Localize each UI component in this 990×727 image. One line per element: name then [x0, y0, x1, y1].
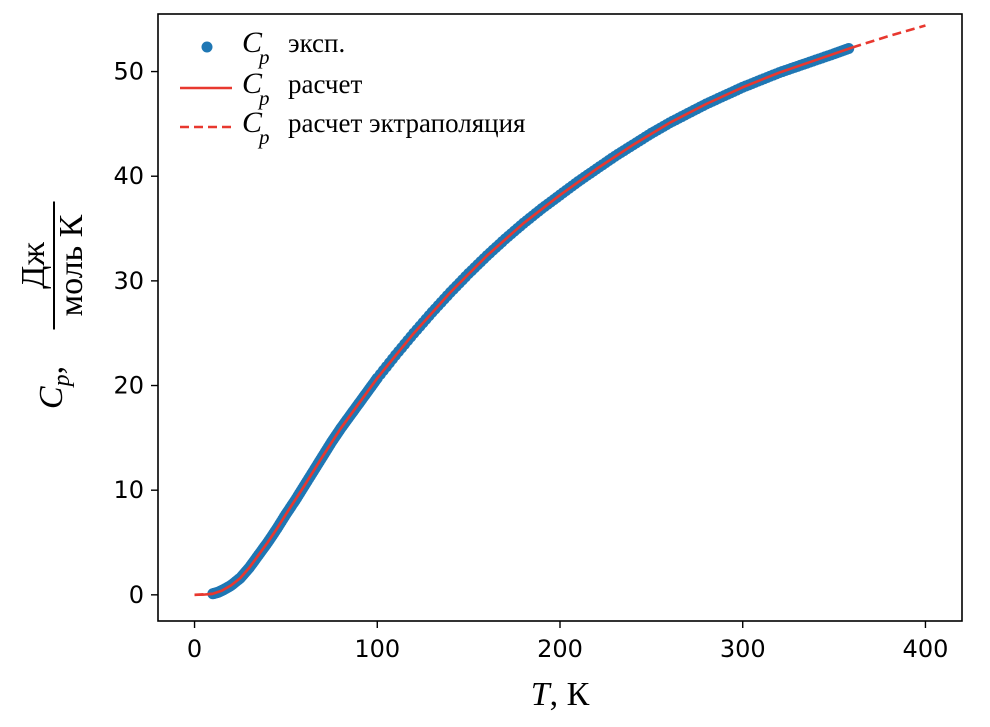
- x-axis-unit: , К: [550, 676, 590, 713]
- legend-label: эксп.: [288, 28, 345, 58]
- y-axis-unit-denominator: моль К: [53, 214, 90, 316]
- legend-label: расчет эктраполяция: [288, 108, 525, 138]
- legend-symbol: C: [242, 26, 263, 59]
- axis-ticks: 0 100 200 300 400 0 10 20 30 40 50: [113, 58, 948, 663]
- x-tick-label: 200: [537, 635, 583, 663]
- legend-subscript: p: [257, 86, 270, 110]
- y-tick-label: 30: [113, 267, 144, 295]
- legend-item: Cp расчет: [180, 67, 362, 110]
- legend-item: Cp расчет эктраполяция: [180, 106, 525, 149]
- y-tick-label: 20: [113, 372, 144, 400]
- calc-series-line: [194, 46, 853, 597]
- extrapolation-line-low: [194, 592, 213, 597]
- x-axis-label: T, К: [531, 676, 590, 713]
- legend-item: Cp эксп.: [201, 26, 345, 69]
- x-tick-label: 300: [720, 635, 766, 663]
- y-axis-label: Cp, Дж моль К: [15, 201, 90, 409]
- x-tick-label: 0: [187, 635, 202, 663]
- legend-subscript: p: [257, 125, 270, 149]
- y-axis-symbol-c: C: [33, 386, 70, 409]
- y-tick-label: 50: [113, 58, 144, 86]
- y-tick-label: 40: [113, 162, 144, 190]
- y-axis-symbol-sub: p: [49, 374, 75, 388]
- series-layer: [194, 24, 926, 600]
- legend-symbol: C: [242, 106, 263, 139]
- y-tick-label: 0: [129, 581, 144, 609]
- y-tick-label: 10: [113, 476, 144, 504]
- y-axis-sep: ,: [33, 366, 70, 375]
- x-tick-label: 400: [903, 635, 949, 663]
- legend-symbol: C: [242, 67, 263, 100]
- y-axis-symbol: Cp,: [33, 366, 75, 409]
- y-axis-unit-numerator: Дж: [15, 242, 52, 289]
- legend-label: расчет: [288, 69, 362, 99]
- x-axis-symbol: T: [531, 676, 552, 713]
- legend-subscript: p: [257, 45, 270, 69]
- x-tick-label: 100: [354, 635, 400, 663]
- legend-marker: [201, 41, 213, 53]
- extrapolation-line-high: [851, 24, 926, 49]
